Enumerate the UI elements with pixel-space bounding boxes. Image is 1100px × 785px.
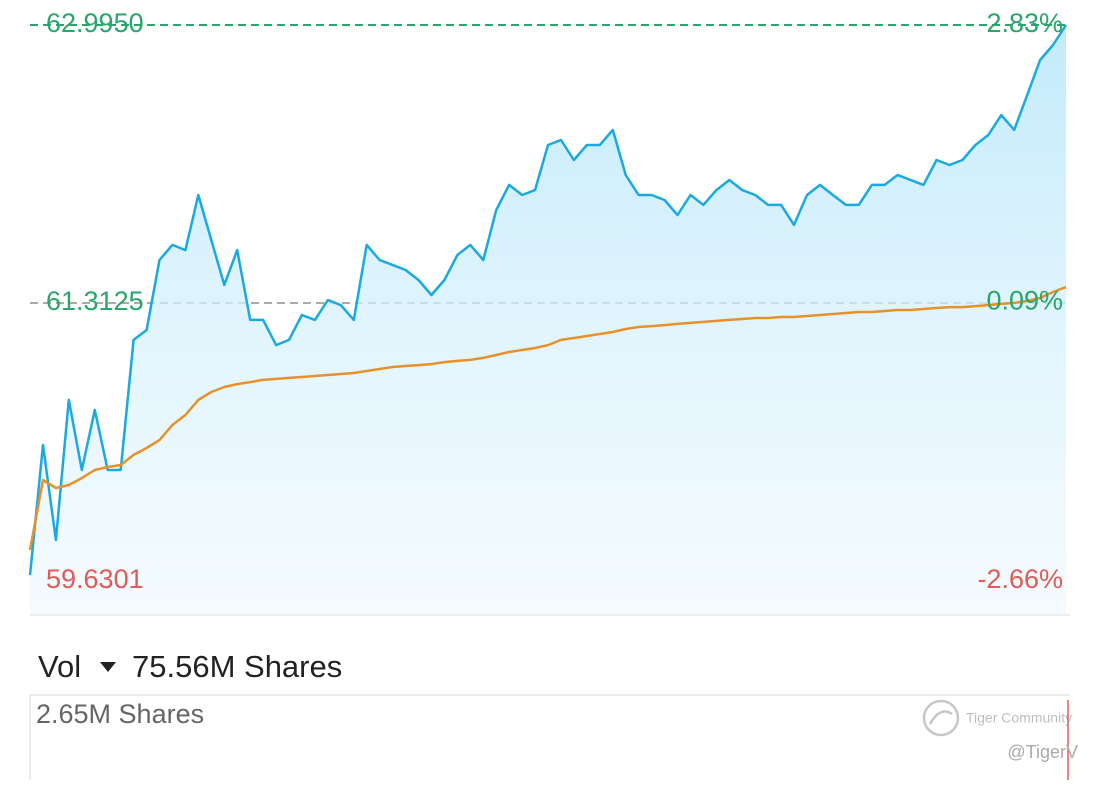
volume-current: 2.65M Shares bbox=[36, 699, 204, 729]
dropdown-arrow[interactable] bbox=[100, 662, 116, 672]
watermark-logo bbox=[922, 699, 960, 737]
price-line bbox=[28, 24, 1068, 576]
watermark-logo bbox=[928, 710, 953, 725]
y2-tick-label: -2.66% bbox=[977, 564, 1063, 594]
watermark: Tiger Community bbox=[922, 699, 1072, 737]
volume-label: Vol bbox=[38, 649, 81, 684]
y-tick-label: 59.6301 bbox=[46, 564, 144, 594]
price-area bbox=[30, 25, 1066, 615]
y-tick-label: 61.3125 bbox=[46, 286, 144, 316]
y2-tick-label: 0.09% bbox=[986, 286, 1063, 316]
volume-total: 75.56M Shares bbox=[132, 649, 342, 684]
y-tick-label: 62.9950 bbox=[46, 8, 144, 38]
y2-tick-label: 2.83% bbox=[986, 8, 1063, 38]
watermark-handle: @TigerV bbox=[1007, 742, 1078, 762]
average-line bbox=[28, 285, 1067, 551]
watermark-brand: Tiger Community bbox=[966, 710, 1072, 726]
